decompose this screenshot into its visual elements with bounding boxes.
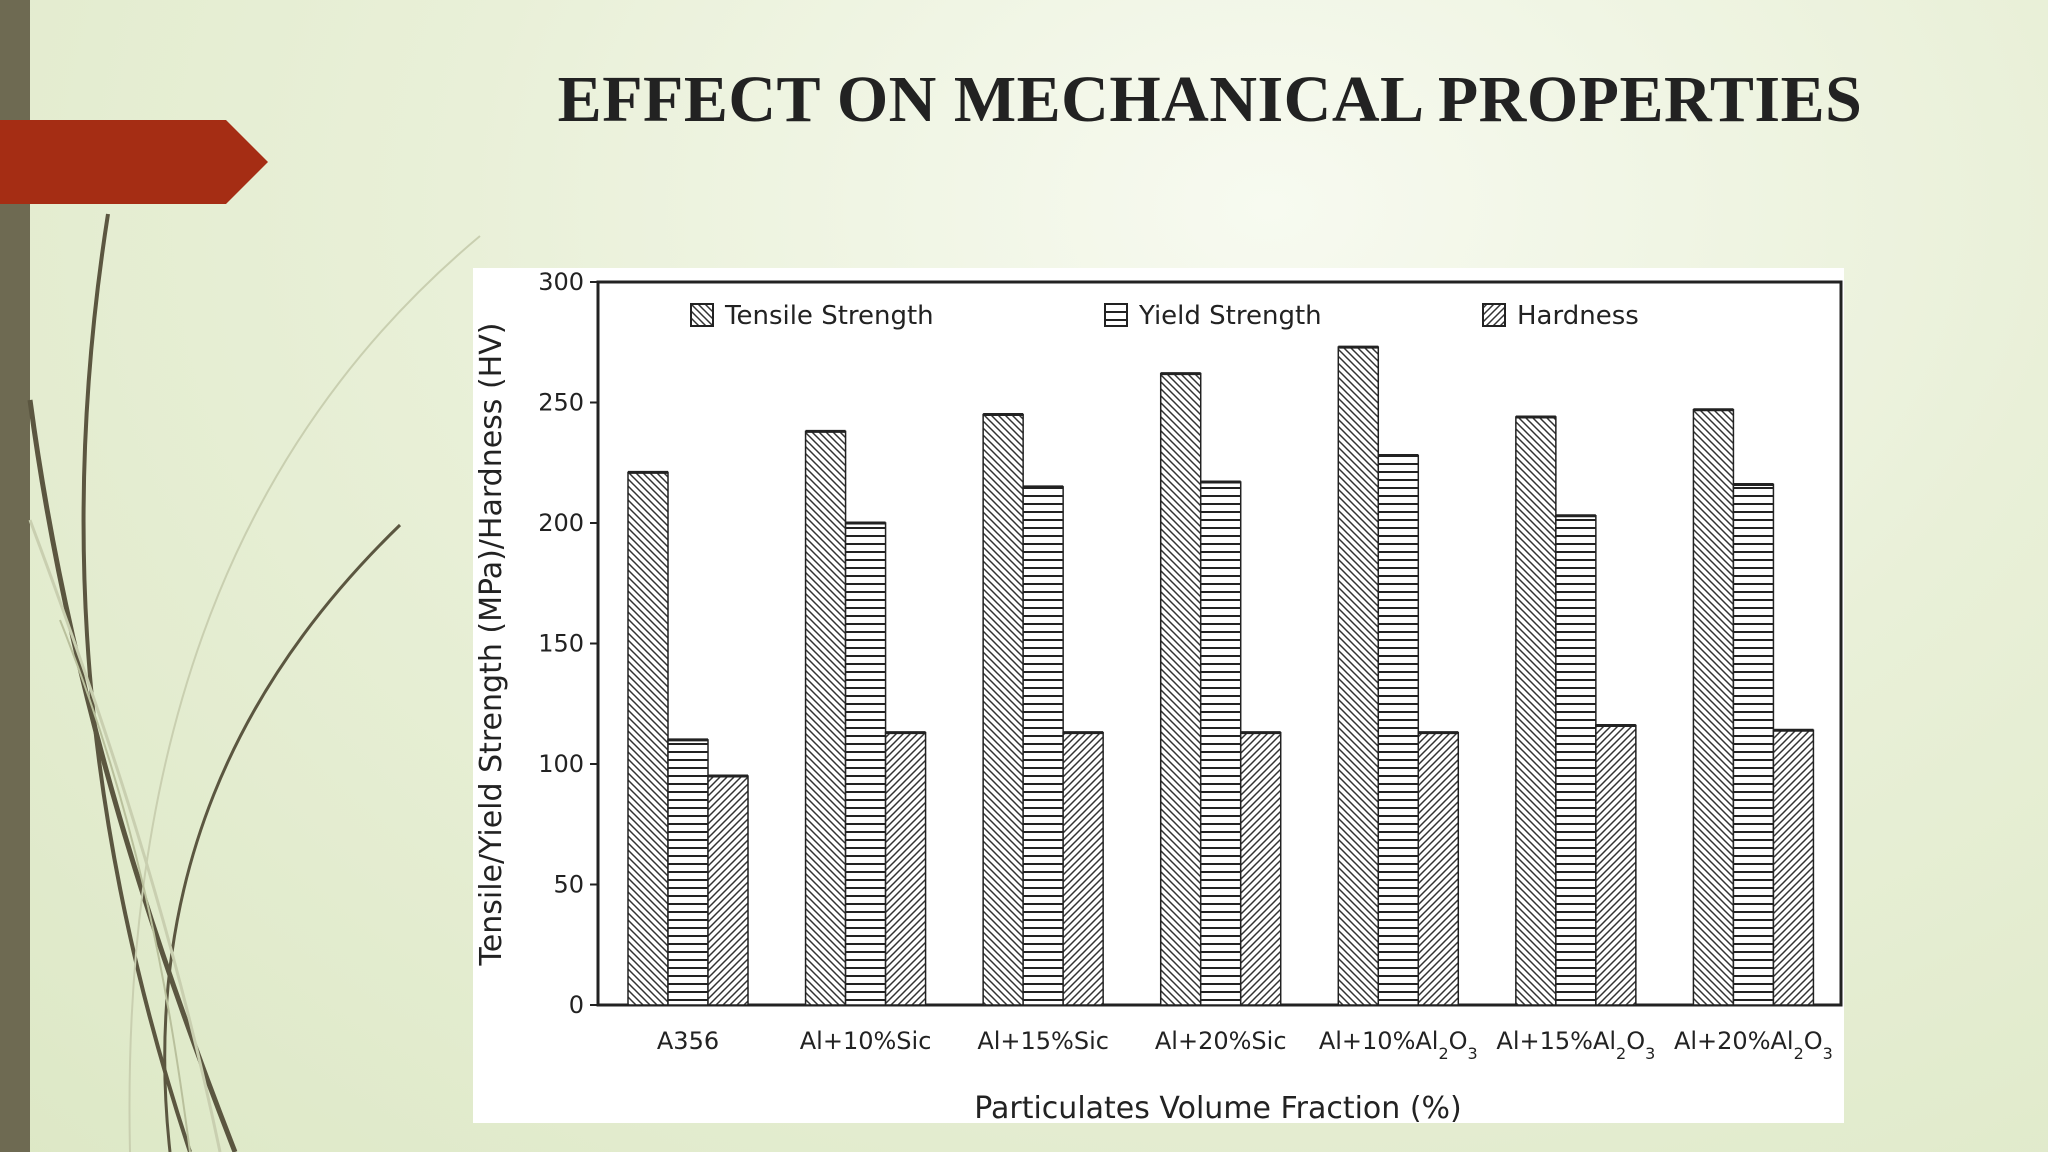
- x-category-label: Al+20%Sic: [1155, 1027, 1287, 1055]
- bar-hardness: [1239, 731, 1282, 1006]
- bar-yield-strength: [1377, 454, 1420, 1006]
- x-category-label: Al+15%Sic: [977, 1027, 1109, 1055]
- legend-label-yield-strength: Yield Strength: [1138, 301, 1322, 331]
- legend-swatch-tensile-strength: [690, 303, 714, 327]
- bar-hardness: [707, 775, 749, 1006]
- y-tick-label: 250: [538, 389, 584, 417]
- bar-yield-strength: [1732, 483, 1775, 1006]
- legend: Tensile Strength Yield Strength Hardness: [690, 301, 1639, 331]
- bar-yield-strength: [1199, 481, 1242, 1006]
- y-tick-label: 200: [538, 509, 584, 537]
- legend-swatch-hardness: [1482, 303, 1506, 327]
- slide-title: EFFECT ON MECHANICAL PROPERTIES: [557, 63, 1863, 136]
- bar-hardness: [1595, 724, 1637, 1006]
- decorative-curves: [27, 213, 481, 1152]
- y-tick-label: 300: [538, 268, 584, 296]
- y-tick-label: 0: [569, 991, 584, 1019]
- bar-yield-strength: [1555, 515, 1597, 1006]
- y-axis-ticks: 0 50 100 150 200 250 300: [538, 268, 598, 1019]
- bar-hardness: [1417, 731, 1460, 1006]
- x-axis-title: Particulates Volume Fraction (%): [974, 1091, 1462, 1123]
- bar-yield-strength: [1022, 486, 1064, 1006]
- bar-tensile-strength: [1337, 346, 1380, 1006]
- bar-tensile-strength: [1515, 416, 1557, 1006]
- x-category-label: Al+20%Al2O3: [1674, 1027, 1833, 1063]
- x-category-label: A356: [657, 1027, 719, 1055]
- bar-chart: 0 50 100 150 200 250 300 A356 Al+10%Sic Al+15%Si…: [474, 268, 1843, 1123]
- bar-yield-strength: [667, 739, 709, 1006]
- x-category-label: Al+10%Al2O3: [1319, 1027, 1478, 1063]
- accent-arrow-shape: [0, 120, 268, 204]
- chart-panel: 0 50 100 150 200 250 300 A356 Al+10%Sic Al+15%Si…: [473, 268, 1844, 1123]
- bar-hardness: [1772, 729, 1815, 1006]
- x-category-label: Al+10%Sic: [800, 1027, 932, 1055]
- x-category-label: Al+15%Al2O3: [1496, 1027, 1655, 1063]
- y-axis-title: Tensile/Yield Strength (MPa)/Hardness (H…: [474, 323, 509, 967]
- bar-tensile-strength: [1692, 408, 1735, 1006]
- bars-layer: [627, 345, 1815, 1006]
- y-tick-label: 100: [538, 750, 584, 778]
- legend-swatch-yield-strength: [1104, 303, 1128, 327]
- y-tick-label: 50: [553, 871, 584, 899]
- bar-hardness: [1062, 731, 1104, 1006]
- bar-tensile-strength: [982, 413, 1024, 1006]
- x-axis-category-labels: A356 Al+10%Sic Al+15%Sic Al+20%Sic Al+10%Al2…: [657, 1027, 1833, 1063]
- legend-label-hardness: Hardness: [1517, 301, 1639, 331]
- bar-tensile-strength: [1159, 372, 1202, 1006]
- bar-yield-strength: [844, 522, 887, 1006]
- legend-label-tensile-strength: Tensile Strength: [724, 301, 934, 331]
- bar-tensile-strength: [627, 471, 669, 1006]
- y-tick-label: 150: [538, 630, 584, 658]
- bar-hardness: [884, 731, 927, 1006]
- bar-tensile-strength: [804, 430, 847, 1006]
